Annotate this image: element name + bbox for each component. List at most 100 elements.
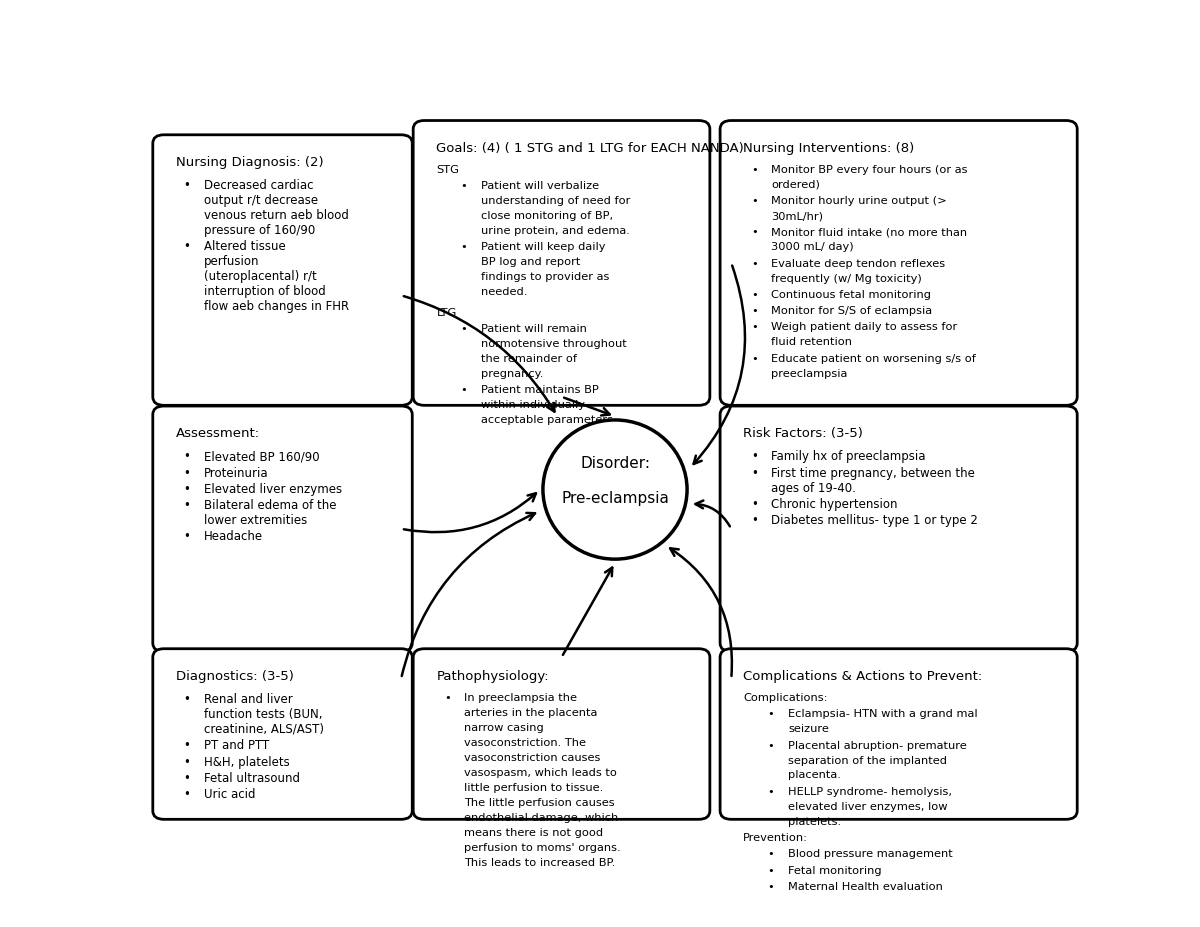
Text: •: • — [184, 739, 191, 752]
FancyBboxPatch shape — [152, 406, 413, 652]
Text: Monitor hourly urine output (>: Monitor hourly urine output (> — [772, 196, 947, 206]
Text: •: • — [768, 787, 774, 797]
Text: •: • — [184, 451, 191, 464]
Text: elevated liver enzymes, low: elevated liver enzymes, low — [788, 802, 948, 812]
Text: •: • — [751, 323, 757, 333]
Text: Patient will verbalize: Patient will verbalize — [481, 181, 599, 191]
Text: (uteroplacental) r/t: (uteroplacental) r/t — [204, 271, 317, 284]
Text: Bilateral edema of the: Bilateral edema of the — [204, 499, 336, 512]
Text: function tests (BUN,: function tests (BUN, — [204, 708, 323, 721]
Text: Blood pressure management: Blood pressure management — [788, 849, 953, 859]
Text: Fetal ultrasound: Fetal ultrasound — [204, 772, 300, 785]
Text: •: • — [751, 306, 757, 316]
Text: BP log and report: BP log and report — [481, 258, 581, 267]
Text: Pathophysiology:: Pathophysiology: — [437, 670, 550, 683]
Text: Eclampsia- HTN with a grand mal: Eclampsia- HTN with a grand mal — [788, 709, 978, 719]
Text: endothelial damage, which: endothelial damage, which — [464, 813, 618, 823]
Text: normotensive throughout: normotensive throughout — [481, 339, 626, 349]
Text: vasoconstriction. The: vasoconstriction. The — [464, 738, 587, 748]
Text: •: • — [184, 788, 191, 801]
Text: narrow casing: narrow casing — [464, 723, 544, 733]
Text: Weigh patient daily to assess for: Weigh patient daily to assess for — [772, 323, 958, 333]
Text: Monitor fluid intake (no more than: Monitor fluid intake (no more than — [772, 227, 967, 237]
FancyBboxPatch shape — [720, 121, 1078, 405]
Text: •: • — [751, 514, 757, 527]
Text: Maternal Health evaluation: Maternal Health evaluation — [788, 882, 943, 892]
Text: urine protein, and edema.: urine protein, and edema. — [481, 226, 630, 236]
Text: the remainder of: the remainder of — [481, 354, 577, 364]
Text: arteries in the placenta: arteries in the placenta — [464, 708, 598, 718]
Text: First time pregnancy, between the: First time pregnancy, between the — [772, 466, 976, 479]
Text: •: • — [751, 165, 757, 175]
Text: LTG: LTG — [437, 308, 457, 318]
Text: Monitor BP every four hours (or as: Monitor BP every four hours (or as — [772, 165, 967, 175]
Text: Nursing Interventions: (8): Nursing Interventions: (8) — [743, 142, 914, 155]
Text: Nursing Diagnosis: (2): Nursing Diagnosis: (2) — [176, 157, 324, 170]
Text: STG: STG — [437, 165, 460, 175]
Text: •: • — [768, 866, 774, 876]
Text: •: • — [461, 181, 467, 191]
Text: separation of the implanted: separation of the implanted — [788, 756, 947, 766]
Text: Goals: (4) ( 1 STG and 1 LTG for EACH NANDA): Goals: (4) ( 1 STG and 1 LTG for EACH NA… — [437, 142, 744, 155]
Text: •: • — [768, 709, 774, 719]
Text: Elevated BP 160/90: Elevated BP 160/90 — [204, 451, 319, 464]
Text: •: • — [751, 196, 757, 206]
Text: Educate patient on worsening s/s of: Educate patient on worsening s/s of — [772, 353, 976, 363]
Text: •: • — [461, 386, 467, 395]
Text: Complications:: Complications: — [743, 693, 828, 703]
Text: Disorder:

Pre-eclampsia: Disorder: Pre-eclampsia — [562, 456, 668, 506]
Text: vasospasm, which leads to: vasospasm, which leads to — [464, 768, 617, 778]
FancyBboxPatch shape — [720, 649, 1078, 819]
Text: The little perfusion causes: The little perfusion causes — [464, 798, 614, 808]
Text: •: • — [444, 693, 451, 703]
Text: output r/t decrease: output r/t decrease — [204, 194, 318, 207]
Text: pressure of 160/90: pressure of 160/90 — [204, 224, 316, 237]
Text: •: • — [768, 849, 774, 859]
Text: •: • — [184, 179, 191, 192]
Text: within individually: within individually — [481, 400, 586, 411]
Text: Proteinuria: Proteinuria — [204, 466, 269, 479]
Text: Decreased cardiac: Decreased cardiac — [204, 179, 313, 192]
Text: •: • — [768, 882, 774, 892]
Text: •: • — [751, 259, 757, 269]
Text: seizure: seizure — [788, 724, 829, 734]
Text: flow aeb changes in FHR: flow aeb changes in FHR — [204, 300, 349, 313]
Text: In preeclampsia the: In preeclampsia the — [464, 693, 577, 703]
Text: acceptable parameters.: acceptable parameters. — [481, 415, 617, 425]
Text: perfusion: perfusion — [204, 255, 259, 268]
Text: frequently (w/ Mg toxicity): frequently (w/ Mg toxicity) — [772, 273, 922, 284]
FancyBboxPatch shape — [413, 649, 710, 819]
Text: HELLP syndrome- hemolysis,: HELLP syndrome- hemolysis, — [788, 787, 952, 797]
Text: •: • — [751, 227, 757, 237]
Text: Headache: Headache — [204, 530, 263, 543]
Text: needed.: needed. — [481, 287, 528, 298]
Text: This leads to increased BP.: This leads to increased BP. — [464, 857, 616, 868]
Text: Diabetes mellitus- type 1 or type 2: Diabetes mellitus- type 1 or type 2 — [772, 514, 978, 527]
Text: •: • — [184, 499, 191, 512]
Text: •: • — [184, 756, 191, 768]
Text: Family hx of preeclampsia: Family hx of preeclampsia — [772, 451, 925, 464]
Text: little perfusion to tissue.: little perfusion to tissue. — [464, 783, 604, 793]
Text: Fetal monitoring: Fetal monitoring — [788, 866, 882, 876]
Text: venous return aeb blood: venous return aeb blood — [204, 209, 349, 222]
Text: Evaluate deep tendon reflexes: Evaluate deep tendon reflexes — [772, 259, 946, 269]
Text: Risk Factors: (3-5): Risk Factors: (3-5) — [743, 427, 863, 440]
Text: Placental abruption- premature: Placental abruption- premature — [788, 741, 967, 751]
FancyBboxPatch shape — [720, 406, 1078, 652]
Text: •: • — [461, 324, 467, 334]
Text: understanding of need for: understanding of need for — [481, 196, 630, 206]
Text: Patient will keep daily: Patient will keep daily — [481, 242, 606, 252]
Text: ages of 19-40.: ages of 19-40. — [772, 481, 856, 494]
Text: •: • — [184, 530, 191, 543]
Text: interruption of blood: interruption of blood — [204, 286, 325, 298]
Text: Assessment:: Assessment: — [176, 427, 260, 440]
Text: 30mL/hr): 30mL/hr) — [772, 211, 823, 221]
Text: H&H, platelets: H&H, platelets — [204, 756, 289, 768]
Text: •: • — [751, 498, 757, 511]
Text: Renal and liver: Renal and liver — [204, 693, 293, 706]
Text: Continuous fetal monitoring: Continuous fetal monitoring — [772, 290, 931, 299]
Text: placenta.: placenta. — [788, 770, 841, 781]
Text: ordered): ordered) — [772, 180, 820, 190]
Text: lower extremities: lower extremities — [204, 514, 307, 527]
Text: •: • — [751, 290, 757, 299]
